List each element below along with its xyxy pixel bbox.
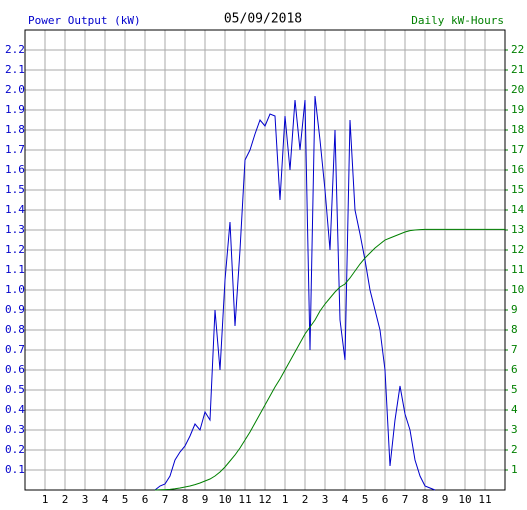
- x-tick-label: 11: [238, 493, 251, 506]
- y-tick-label: 0.4: [5, 403, 25, 416]
- y-tick-label: 0.1: [5, 463, 25, 476]
- y2-tick-label: 1: [511, 463, 518, 476]
- y-tick-label: 1.5: [5, 183, 25, 196]
- y2-tick-label: 10: [511, 283, 524, 296]
- x-tick-label: 7: [162, 493, 169, 506]
- x-tick-label: 3: [82, 493, 89, 506]
- x-tick-label: 1: [282, 493, 289, 506]
- y-tick-label: 1.8: [5, 123, 25, 136]
- chart-title: 05/09/2018: [224, 12, 302, 27]
- y2-tick-label: 22: [511, 43, 524, 56]
- y2-tick-label: 15: [511, 183, 524, 196]
- y2-tick-label: 3: [511, 423, 518, 436]
- y2-tick-label: 12: [511, 243, 524, 256]
- y2-tick-label: 7: [511, 343, 518, 356]
- y-tick-label: 1.2: [5, 243, 25, 256]
- y2-tick-label: 6: [511, 363, 518, 376]
- x-tick-label: 1: [42, 493, 49, 506]
- x-tick-label: 10: [458, 493, 471, 506]
- y2-tick-label: 13: [511, 223, 524, 236]
- y-tick-label: 1.4: [5, 203, 25, 216]
- data-line: [154, 95, 436, 491]
- y2-tick-label: 8: [511, 323, 518, 336]
- x-tick-label: 3: [322, 493, 329, 506]
- x-tick-label: 6: [382, 493, 389, 506]
- y-tick-label: 0.5: [5, 383, 25, 396]
- x-tick-label: 7: [402, 493, 409, 506]
- x-tick-label: 12: [258, 493, 271, 506]
- y2-tick-label: 2: [511, 443, 518, 456]
- y-tick-label: 0.8: [5, 323, 25, 336]
- x-tick-label: 4: [102, 493, 109, 506]
- data-line: [154, 228, 505, 491]
- y2-tick-label: 14: [511, 203, 525, 216]
- x-tick-label: 6: [142, 493, 149, 506]
- y2-axis-label: Daily kW-Hours: [411, 14, 504, 27]
- y-tick-label: 1.6: [5, 163, 25, 176]
- y-tick-label: 1.3: [5, 223, 25, 236]
- x-tick-label: 8: [422, 493, 429, 506]
- y-tick-label: 2.0: [5, 83, 25, 96]
- y2-tick-label: 21: [511, 63, 524, 76]
- x-tick-label: 2: [62, 493, 69, 506]
- y2-tick-label: 16: [511, 163, 524, 176]
- x-tick-label: 10: [218, 493, 231, 506]
- y-tick-label: 0.9: [5, 303, 25, 316]
- y2-tick-label: 4: [511, 403, 518, 416]
- x-tick-label: 8: [182, 493, 189, 506]
- y-tick-label: 0.7: [5, 343, 25, 356]
- y2-tick-label: 20: [511, 83, 524, 96]
- y-tick-label: 1.9: [5, 103, 25, 116]
- y-tick-label: 0.3: [5, 423, 25, 436]
- x-tick-label: 4: [342, 493, 349, 506]
- x-tick-label: 9: [202, 493, 209, 506]
- y-tick-label: 1.0: [5, 283, 25, 296]
- x-tick-label: 5: [362, 493, 369, 506]
- y2-tick-label: 11: [511, 263, 524, 276]
- y2-tick-label: 17: [511, 143, 524, 156]
- y2-tick-label: 19: [511, 103, 524, 116]
- x-tick-label: 2: [302, 493, 309, 506]
- y2-tick-label: 5: [511, 383, 518, 396]
- y2-tick-label: 9: [511, 303, 518, 316]
- x-tick-label: 11: [478, 493, 491, 506]
- plot-border: [24, 29, 506, 491]
- y-tick-label: 0.2: [5, 443, 25, 456]
- y2-tick-label: 18: [511, 123, 524, 136]
- y-tick-label: 2.2: [5, 43, 25, 56]
- x-tick-label: 9: [442, 493, 449, 506]
- y-tick-label: 1.7: [5, 143, 25, 156]
- y-tick-label: 0.6: [5, 363, 25, 376]
- x-tick-label: 5: [122, 493, 129, 506]
- y-tick-label: 2.1: [5, 63, 25, 76]
- y-tick-label: 1.1: [5, 263, 25, 276]
- y-axis-label: Power Output (kW): [28, 14, 141, 27]
